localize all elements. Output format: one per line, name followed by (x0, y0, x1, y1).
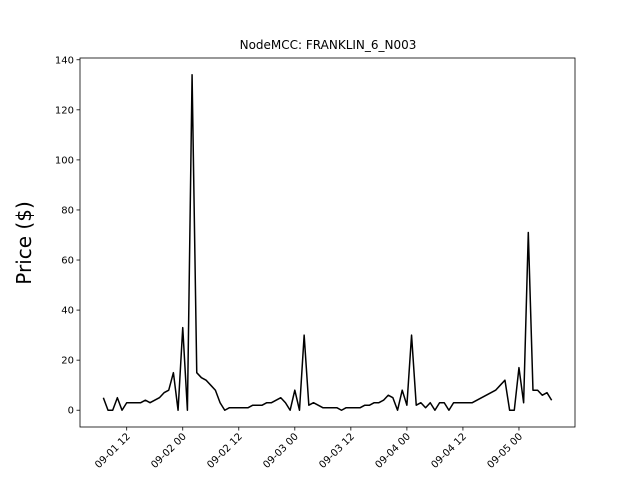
y-tick-label: 40 (61, 306, 74, 317)
x-tick-label: 09-02 00 (149, 431, 189, 471)
x-tick-label: 09-05 00 (486, 431, 526, 471)
y-tick-label: 60 (61, 256, 74, 267)
x-tick-label: 09-01 12 (93, 431, 133, 471)
price-line (102, 74, 553, 411)
y-tick-label: 100 (55, 155, 74, 166)
x-tick-label: 09-03 12 (317, 431, 357, 471)
x-tick-label: 09-02 12 (205, 431, 245, 471)
x-tick-label: 09-04 12 (429, 431, 469, 471)
y-tick-label: 120 (55, 105, 74, 116)
y-tick-label: 20 (61, 356, 74, 367)
axes-frame (79, 57, 576, 428)
x-tick-label: 09-04 00 (373, 431, 413, 471)
y-axis-label: Price ($) (12, 201, 36, 284)
y-tick-label: 80 (61, 205, 74, 216)
y-tick-label: 140 (55, 55, 74, 66)
chart-title: NodeMCC: FRANKLIN_6_N003 (240, 38, 417, 52)
x-tick-label: 09-03 00 (261, 431, 301, 471)
y-tick-label: 0 (68, 406, 74, 417)
